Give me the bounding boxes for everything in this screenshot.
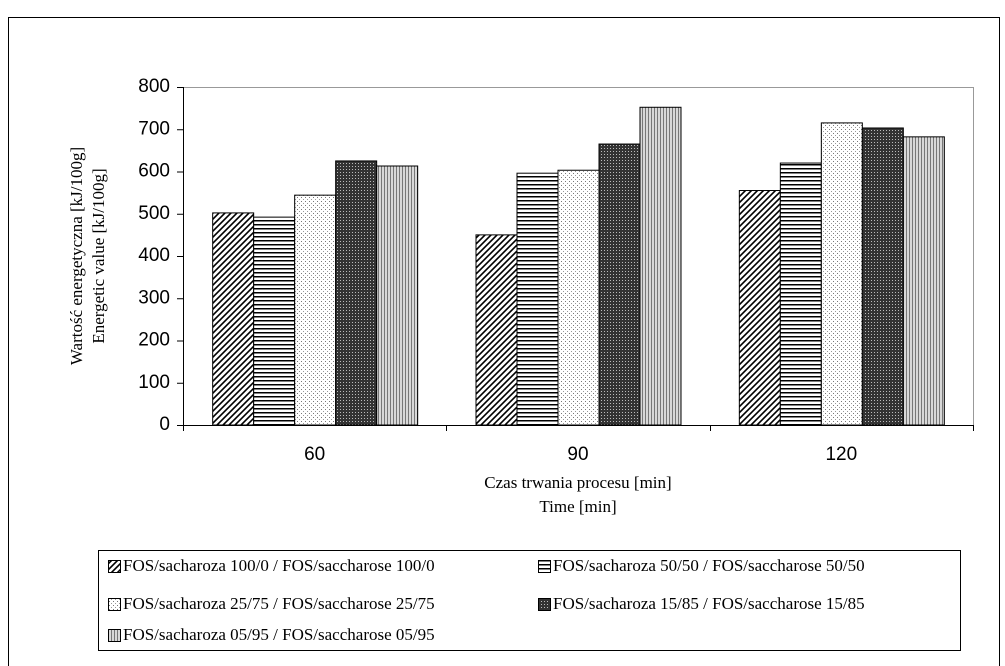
- bar: [639, 106, 682, 426]
- x-tick-label: 60: [304, 444, 325, 465]
- bar: [779, 162, 822, 426]
- legend-label: FOS/sacharoza 15/85 / FOS/saccharose 15/…: [553, 594, 865, 613]
- y-tick-label: 0: [159, 414, 170, 435]
- y-tick-label: 200: [138, 330, 170, 351]
- y-tick-label: 300: [138, 287, 170, 308]
- y-tick-label: 600: [138, 161, 170, 182]
- y-tick-label: 100: [138, 372, 170, 393]
- bar: [294, 194, 337, 426]
- y-tick-label: 400: [138, 245, 170, 266]
- legend-label: FOS/sacharoza 50/50 / FOS/saccharose 50/…: [553, 556, 865, 575]
- bar: [820, 122, 863, 426]
- legend-label: FOS/sacharoza 100/0 / FOS/saccharose 100…: [123, 556, 435, 575]
- bar: [475, 234, 518, 426]
- y-label-line: Energetic value [kJ/100g]: [89, 168, 108, 343]
- x-label-line: Czas trwania procesu [min]: [484, 473, 671, 492]
- frame: [8, 17, 1000, 666]
- x-tick-label: 120: [825, 444, 857, 465]
- y-label-line: Wartość energetyczna [kJ/100g]: [67, 147, 86, 365]
- x-tick-label: 90: [567, 444, 588, 465]
- bar: [376, 165, 419, 426]
- bar: [212, 212, 255, 426]
- bar: [738, 190, 781, 426]
- y-tick-label: 500: [138, 203, 170, 224]
- legend: [98, 550, 961, 651]
- bar: [902, 136, 945, 426]
- bar: [253, 216, 296, 426]
- legend-label: FOS/sacharoza 25/75 / FOS/saccharose 25/…: [123, 594, 435, 613]
- bar: [516, 172, 559, 426]
- bar: [335, 160, 378, 426]
- x-label-line: Time [min]: [539, 497, 616, 516]
- y-tick-label: 800: [138, 76, 170, 97]
- legend-swatch: [108, 629, 121, 642]
- legend-swatch: [538, 560, 551, 573]
- bar: [598, 143, 641, 426]
- bar: [861, 127, 904, 426]
- y-tick-label: 700: [138, 118, 170, 139]
- bar: [557, 169, 600, 426]
- y-axis-label: Wartość energetyczna [kJ/100g] Energetic…: [67, 147, 108, 365]
- legend-label: FOS/sacharoza 05/95 / FOS/saccharose 05/…: [123, 625, 435, 644]
- legend-swatch: [538, 598, 551, 611]
- legend-swatch: [108, 598, 121, 611]
- legend-swatch: [108, 560, 121, 573]
